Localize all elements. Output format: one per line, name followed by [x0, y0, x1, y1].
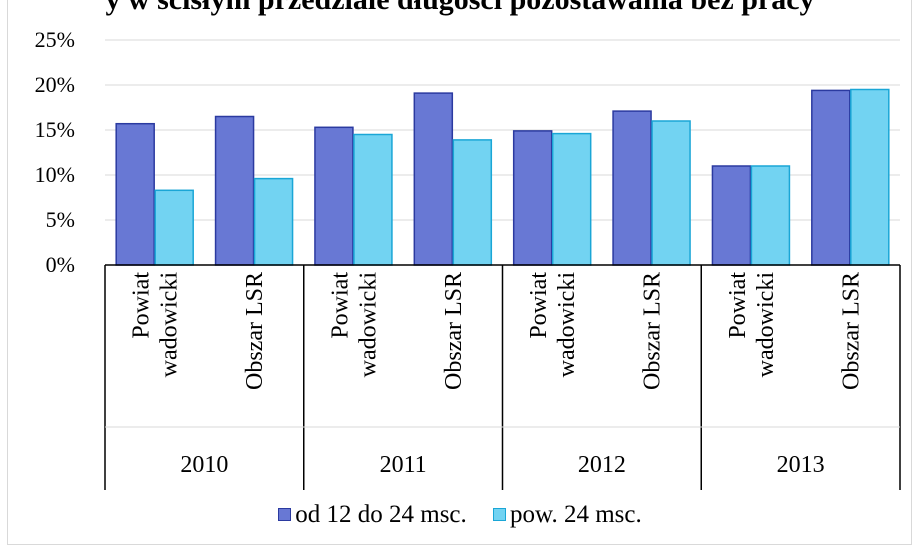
legend-item-series-2: pow. 24 msc. [493, 501, 642, 529]
category-label: wadowicki [355, 272, 381, 378]
category-label: Obszar LSR [838, 272, 864, 390]
category-label: Powiat [725, 272, 751, 339]
legend-label-series-2: pow. 24 msc. [510, 500, 642, 528]
bar-2-6 [651, 120, 691, 266]
category-label: Obszar LSR [242, 272, 268, 390]
group-label: 2011 [380, 452, 427, 478]
category-label: Powiat [327, 272, 353, 339]
bar-2-4 [452, 139, 493, 266]
category-label: Powiat [129, 272, 155, 339]
bar-1-1 [115, 122, 155, 266]
group-label: 2010 [180, 452, 228, 478]
bar-2-5 [551, 132, 592, 266]
y-tick-label: 10% [35, 162, 75, 187]
bar-1-3 [314, 126, 354, 266]
bar-2-8 [850, 88, 890, 266]
chart-title: y w ścisłym przedziale długości pozostaw… [0, 0, 920, 17]
bar-1-6 [612, 110, 652, 266]
y-tick-label: 5% [46, 207, 75, 232]
category-label: wadowicki [753, 272, 779, 378]
group-label: 2012 [578, 452, 626, 478]
bar-2-1 [154, 189, 194, 266]
bar-2-2 [253, 177, 294, 266]
bar-2-7 [750, 165, 791, 266]
category-label: wadowicki [554, 272, 580, 378]
legend-item-series-1: od 12 do 24 msc. [278, 501, 467, 529]
legend-label-series-1: od 12 do 24 msc. [295, 500, 467, 528]
bar-1-8 [811, 89, 851, 266]
category-label: wadowicki [157, 272, 183, 378]
y-tick-label: 0% [46, 252, 75, 277]
y-tick-label: 15% [35, 117, 75, 142]
group-label: 2013 [777, 452, 825, 478]
bar-1-2 [214, 115, 255, 266]
legend-swatch-series-2 [493, 508, 507, 521]
bar-2-3 [353, 133, 393, 266]
y-tick-label: 25% [35, 27, 75, 52]
legend: od 12 do 24 msc. pow. 24 msc. [0, 500, 920, 529]
chart-frame [7, 0, 912, 545]
legend-swatch-series-1 [278, 508, 292, 521]
category-label: Obszar LSR [441, 272, 467, 390]
bar-1-7 [711, 165, 752, 266]
bar-1-4 [413, 92, 454, 266]
category-label: Powiat [526, 272, 552, 339]
bar-1-5 [512, 130, 553, 266]
category-label: Obszar LSR [640, 272, 666, 390]
y-tick-label: 20% [35, 72, 75, 97]
